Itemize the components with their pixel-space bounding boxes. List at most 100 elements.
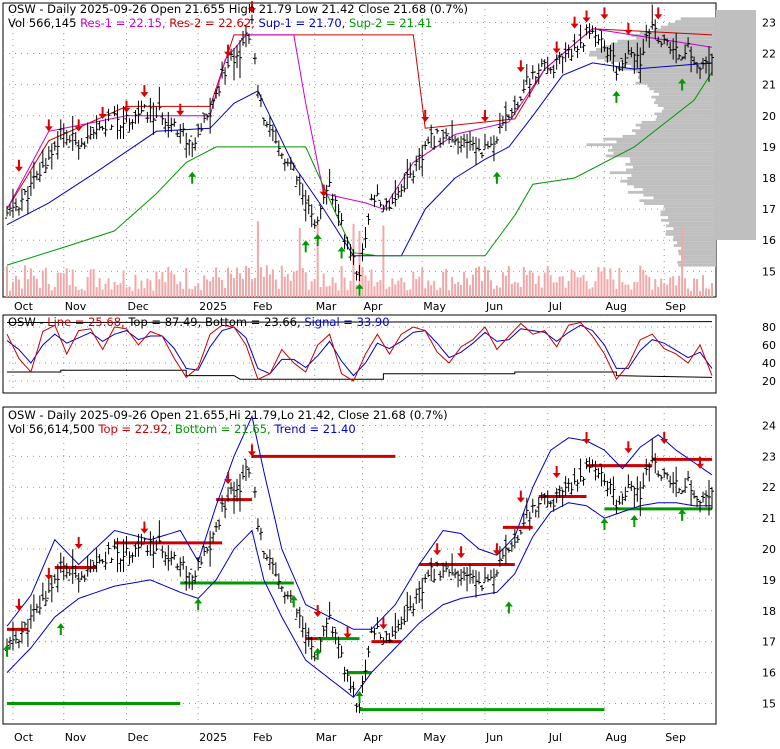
price-bar	[34, 603, 39, 614]
price-bar	[632, 485, 637, 508]
buy-arrow-icon	[504, 601, 513, 614]
price-bar	[506, 547, 511, 553]
res1-line	[6, 28, 713, 210]
volume-profile-bar	[609, 171, 716, 175]
price-bar	[151, 535, 156, 568]
price-x-tick-label: Aug	[605, 300, 626, 313]
price-bar	[25, 186, 30, 215]
price-bar	[375, 184, 380, 197]
volume-bar	[14, 275, 17, 297]
price-bar	[40, 582, 45, 601]
volume-bar	[325, 286, 328, 297]
volume-bar	[466, 278, 469, 297]
price-bar	[432, 135, 437, 150]
price-bar	[468, 130, 473, 151]
volume-bar	[475, 267, 478, 297]
legend-part-2: Bottom = 21.65,	[175, 422, 274, 436]
price-bar	[593, 26, 598, 47]
price-bar	[518, 529, 523, 535]
price-bar	[235, 45, 240, 69]
price-bar	[447, 133, 452, 144]
price-bar	[348, 676, 353, 693]
price-bar	[327, 601, 332, 620]
volume-profile-bar	[654, 112, 716, 116]
stoch-y-tick-label: 60	[762, 339, 776, 352]
price-bar	[560, 53, 565, 74]
volume-bar	[38, 287, 41, 297]
price-bar	[255, 84, 260, 99]
price-bar	[88, 126, 93, 140]
price-bar	[133, 543, 138, 558]
volume-bar	[131, 290, 134, 297]
volume-profile-bar	[597, 56, 716, 60]
price-bar	[665, 38, 670, 46]
price-x-tick-label: Apr	[363, 300, 383, 313]
price-bar	[258, 94, 263, 108]
price-bar	[375, 617, 380, 629]
price-bar	[175, 130, 180, 138]
price-bar	[246, 33, 251, 44]
volume-bar	[448, 290, 451, 297]
price-bar	[387, 200, 392, 211]
volume-bar	[11, 281, 14, 297]
price-bar	[572, 467, 577, 485]
volume-bar	[128, 286, 131, 297]
price-bar	[127, 118, 132, 133]
volume-bar	[648, 276, 651, 297]
volume-profile-bar	[672, 238, 716, 242]
volume-bar	[660, 278, 663, 297]
legend-part-0: OSW - Daily 2025-09-26 Open 21.655,Hi 21…	[8, 408, 448, 422]
volume-profile-bar	[612, 146, 716, 149]
price-bar	[37, 595, 42, 615]
volume-bar	[236, 267, 239, 297]
trend-lower-band	[6, 502, 712, 699]
price-bar	[396, 186, 401, 199]
volume-bar	[663, 282, 666, 297]
volume-profile-bar	[665, 230, 716, 233]
price-bar	[109, 557, 114, 563]
price-bar	[145, 545, 150, 556]
price-bar	[429, 124, 434, 149]
trend-y-tick-label: 24	[762, 419, 776, 432]
price-bar	[369, 193, 374, 201]
volume-bar	[690, 290, 693, 297]
price-bar	[623, 52, 628, 68]
price-bar	[178, 124, 183, 144]
price-x-tick-label: Sep	[665, 300, 686, 313]
price-bar	[190, 568, 195, 591]
volume-bar	[134, 274, 137, 297]
volume-bar	[370, 269, 373, 297]
price-bar	[563, 42, 568, 63]
price-bar	[420, 577, 425, 610]
buy-arrow-icon	[313, 234, 322, 246]
volume-bar	[672, 276, 675, 297]
price-bar	[635, 476, 640, 502]
volume-bar	[140, 280, 143, 297]
volume-bar	[59, 272, 62, 297]
volume-bar	[391, 278, 394, 297]
price-bar	[641, 472, 646, 489]
price-bar	[223, 500, 228, 518]
sell-arrow-icon	[570, 16, 579, 29]
volume-bar	[409, 289, 412, 297]
volume-profile-bar	[627, 182, 716, 186]
price-bar	[97, 554, 102, 564]
price-bar	[330, 626, 335, 638]
volume-bar	[206, 279, 209, 297]
sell-arrow-icon	[14, 598, 23, 611]
buy-arrow-icon	[355, 691, 364, 704]
price-bar	[662, 34, 667, 45]
price-bar	[178, 557, 183, 577]
price-bar	[569, 48, 574, 61]
price-bar	[542, 492, 547, 505]
volume-bar	[233, 278, 236, 297]
buy-arrow-icon	[56, 623, 65, 636]
volume-bar	[618, 267, 621, 297]
price-bar	[587, 457, 592, 473]
price-bar	[689, 46, 694, 73]
price-bar	[533, 71, 538, 84]
volume-bar	[221, 280, 224, 297]
price-bar	[500, 115, 505, 128]
volume-bar	[164, 282, 167, 297]
price-bar	[73, 565, 78, 579]
